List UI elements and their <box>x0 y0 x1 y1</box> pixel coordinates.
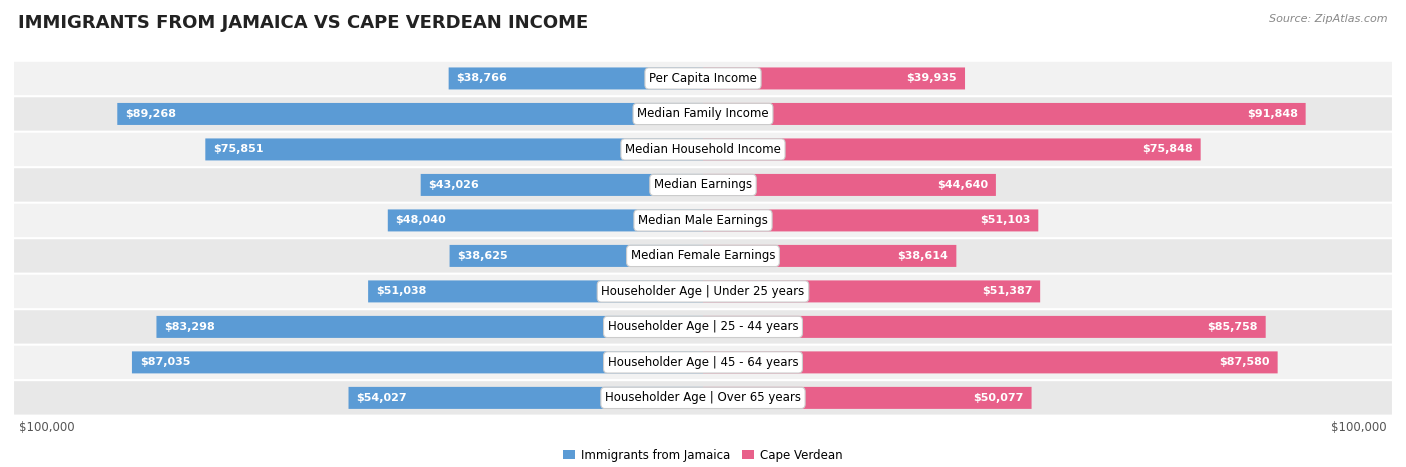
Text: $50,077: $50,077 <box>973 393 1024 403</box>
Text: $39,935: $39,935 <box>907 73 957 84</box>
Text: Median Female Earnings: Median Female Earnings <box>631 249 775 262</box>
Text: Median Family Income: Median Family Income <box>637 107 769 120</box>
Text: Per Capita Income: Per Capita Income <box>650 72 756 85</box>
FancyBboxPatch shape <box>703 280 1040 303</box>
Text: $43,026: $43,026 <box>429 180 479 190</box>
Text: $75,851: $75,851 <box>214 144 264 155</box>
FancyBboxPatch shape <box>205 138 703 161</box>
FancyBboxPatch shape <box>156 316 703 338</box>
FancyBboxPatch shape <box>14 97 1392 131</box>
Text: Householder Age | Over 65 years: Householder Age | Over 65 years <box>605 391 801 404</box>
FancyBboxPatch shape <box>14 133 1392 166</box>
FancyBboxPatch shape <box>703 209 1038 232</box>
Text: Source: ZipAtlas.com: Source: ZipAtlas.com <box>1270 14 1388 24</box>
FancyBboxPatch shape <box>703 245 956 267</box>
Text: $51,387: $51,387 <box>981 286 1032 297</box>
FancyBboxPatch shape <box>14 310 1392 344</box>
FancyBboxPatch shape <box>388 209 703 232</box>
FancyBboxPatch shape <box>14 62 1392 95</box>
Text: $51,038: $51,038 <box>375 286 426 297</box>
FancyBboxPatch shape <box>449 67 703 90</box>
Text: Householder Age | Under 25 years: Householder Age | Under 25 years <box>602 285 804 298</box>
Text: Householder Age | 45 - 64 years: Householder Age | 45 - 64 years <box>607 356 799 369</box>
FancyBboxPatch shape <box>14 381 1392 415</box>
FancyBboxPatch shape <box>14 168 1392 202</box>
Text: $51,103: $51,103 <box>980 215 1031 226</box>
Text: $91,848: $91,848 <box>1247 109 1298 119</box>
FancyBboxPatch shape <box>450 245 703 267</box>
FancyBboxPatch shape <box>349 387 703 409</box>
Text: Median Male Earnings: Median Male Earnings <box>638 214 768 227</box>
FancyBboxPatch shape <box>132 351 703 374</box>
FancyBboxPatch shape <box>14 204 1392 237</box>
FancyBboxPatch shape <box>703 316 1265 338</box>
Text: $89,268: $89,268 <box>125 109 176 119</box>
FancyBboxPatch shape <box>14 346 1392 379</box>
FancyBboxPatch shape <box>14 239 1392 273</box>
Text: $87,035: $87,035 <box>139 357 190 368</box>
Legend: Immigrants from Jamaica, Cape Verdean: Immigrants from Jamaica, Cape Verdean <box>558 444 848 467</box>
FancyBboxPatch shape <box>703 103 1306 125</box>
Text: $38,614: $38,614 <box>897 251 949 261</box>
FancyBboxPatch shape <box>703 351 1278 374</box>
FancyBboxPatch shape <box>703 67 965 90</box>
FancyBboxPatch shape <box>14 275 1392 308</box>
Text: Median Household Income: Median Household Income <box>626 143 780 156</box>
Text: $44,640: $44,640 <box>936 180 988 190</box>
Text: IMMIGRANTS FROM JAMAICA VS CAPE VERDEAN INCOME: IMMIGRANTS FROM JAMAICA VS CAPE VERDEAN … <box>18 14 589 32</box>
Text: $38,766: $38,766 <box>457 73 508 84</box>
FancyBboxPatch shape <box>420 174 703 196</box>
FancyBboxPatch shape <box>703 387 1032 409</box>
Text: $87,580: $87,580 <box>1219 357 1270 368</box>
Text: Householder Age | 25 - 44 years: Householder Age | 25 - 44 years <box>607 320 799 333</box>
FancyBboxPatch shape <box>703 138 1201 161</box>
FancyBboxPatch shape <box>368 280 703 303</box>
Text: $48,040: $48,040 <box>395 215 447 226</box>
FancyBboxPatch shape <box>703 174 995 196</box>
Text: $83,298: $83,298 <box>165 322 215 332</box>
FancyBboxPatch shape <box>117 103 703 125</box>
Text: $75,848: $75,848 <box>1142 144 1192 155</box>
Text: $85,758: $85,758 <box>1208 322 1258 332</box>
Text: $38,625: $38,625 <box>457 251 508 261</box>
Text: $54,027: $54,027 <box>356 393 406 403</box>
Text: Median Earnings: Median Earnings <box>654 178 752 191</box>
